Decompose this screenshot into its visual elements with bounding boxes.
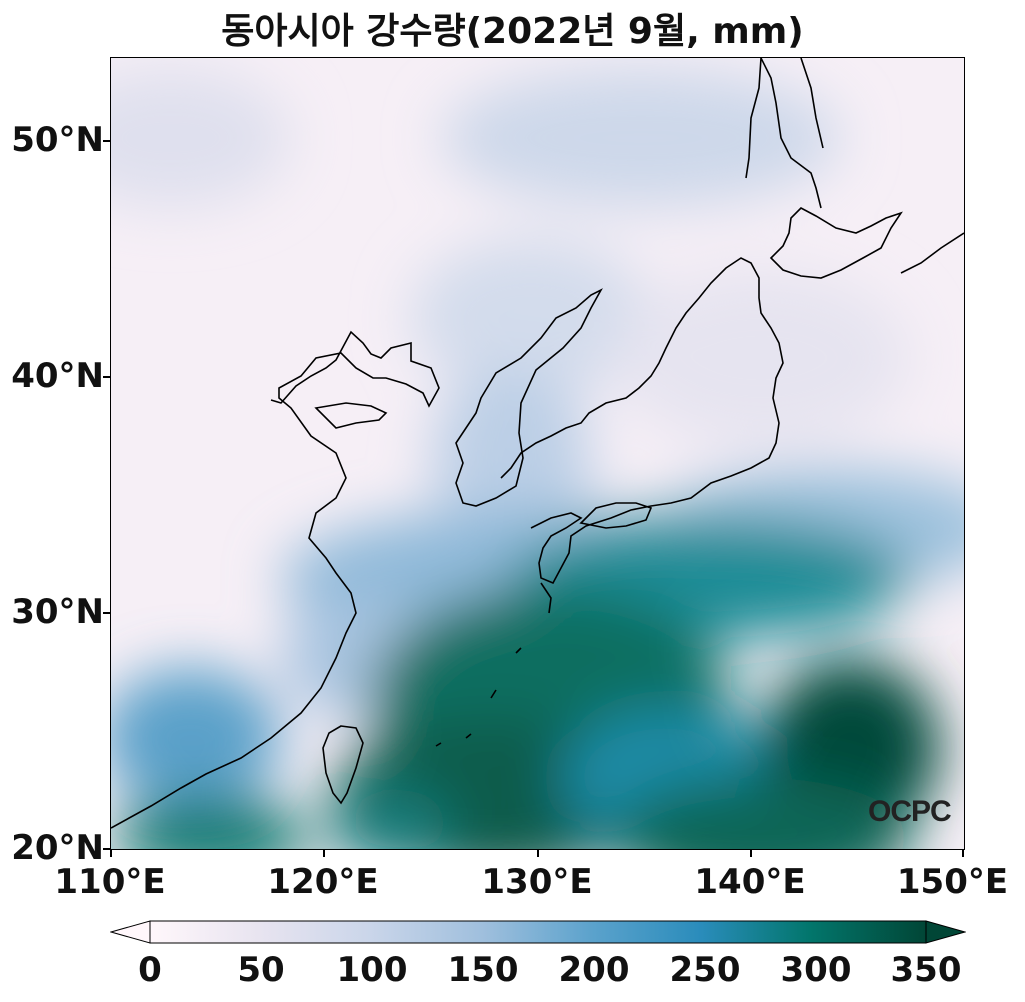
y-tick-label: 30°N — [11, 592, 104, 632]
x-tick-label: 150°E — [896, 862, 1009, 902]
map-canvas — [111, 58, 964, 849]
colorbar-tick-label: 250 — [669, 950, 741, 990]
x-tick-label: 120°E — [267, 862, 379, 902]
y-tickmark — [103, 612, 110, 614]
colorbar-tick-label: 150 — [447, 950, 519, 990]
map-title: 동아시아 강수량(2022년 9월, mm) — [221, 11, 804, 52]
colorbar-tick-label: 300 — [780, 950, 852, 990]
x-tickmark — [537, 850, 539, 857]
colorbar-tick-label: 350 — [890, 950, 962, 990]
colorbar-tick-label: 50 — [237, 950, 285, 990]
x-tickmark — [750, 850, 752, 857]
y-tick-label: 40°N — [11, 356, 104, 396]
y-tick-label: 20°N — [11, 828, 104, 868]
colorbar-tick-label: 0 — [138, 950, 162, 990]
ocpc-watermark: OCPC — [868, 795, 952, 828]
x-tick-label: 110°E — [54, 862, 166, 902]
y-tickmark — [103, 140, 110, 142]
colorbar — [109, 920, 967, 948]
x-tickmark — [962, 850, 964, 857]
x-tickmark — [323, 850, 325, 857]
colorbar-tick-label: 200 — [558, 950, 630, 990]
y-tickmark — [103, 376, 110, 378]
coastlines — [111, 58, 964, 829]
y-tick-label: 50°N — [11, 120, 104, 160]
precipitation-map — [111, 58, 964, 849]
y-tickmark — [103, 848, 110, 850]
x-tick-label: 130°E — [481, 862, 593, 902]
x-tick-label: 140°E — [694, 862, 806, 902]
colorbar-tick-label: 100 — [336, 950, 408, 990]
x-tickmark — [110, 850, 112, 857]
